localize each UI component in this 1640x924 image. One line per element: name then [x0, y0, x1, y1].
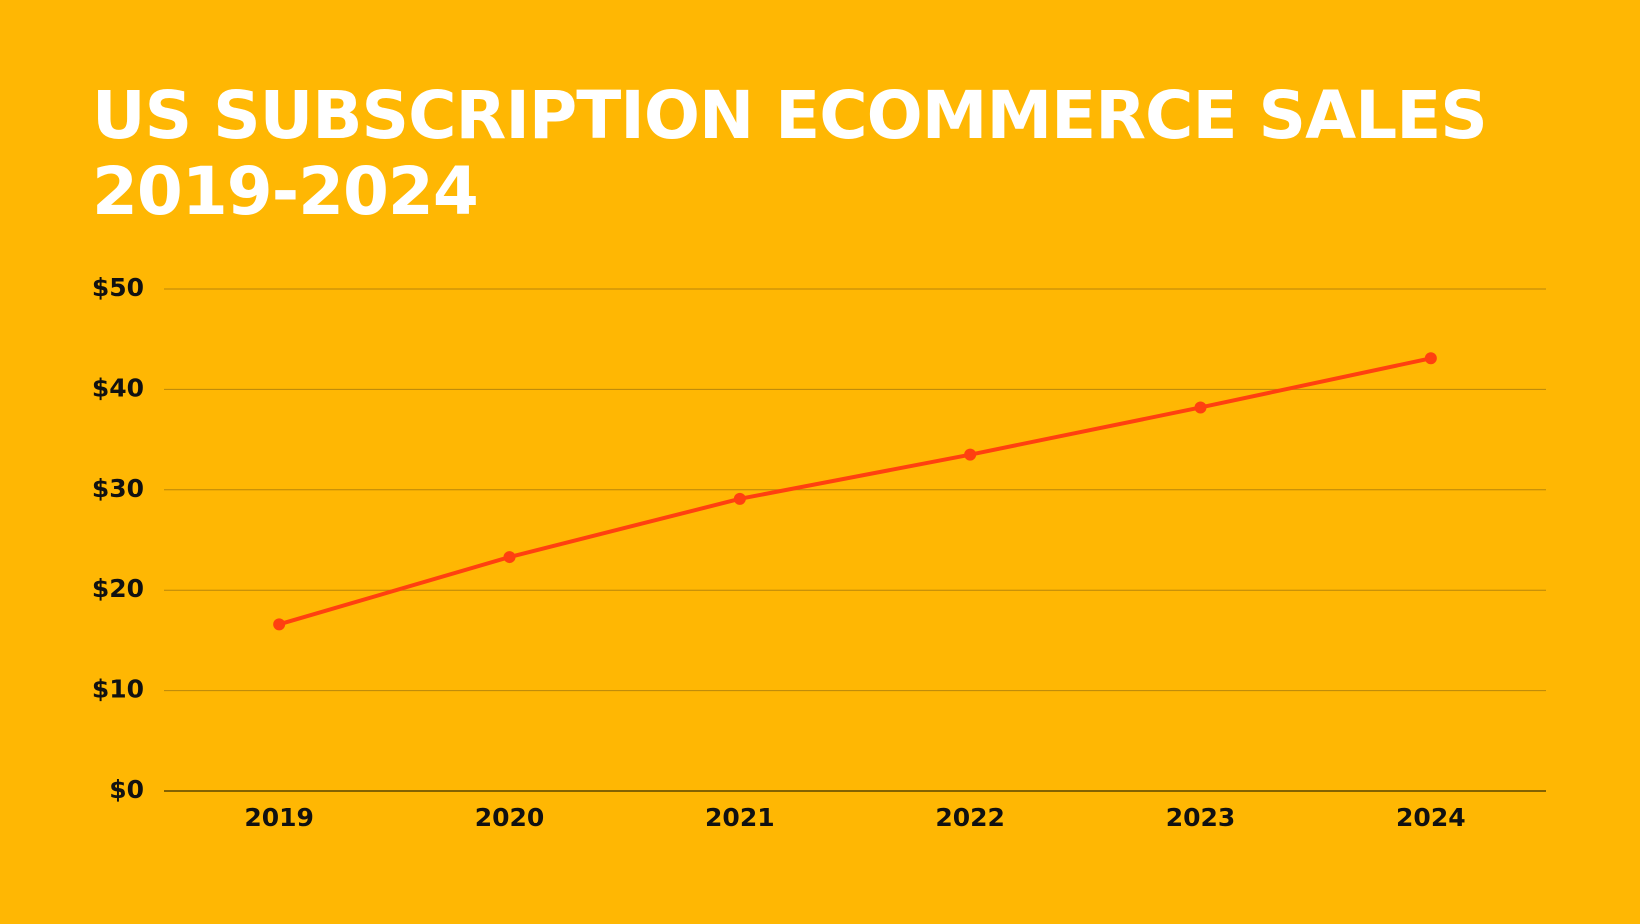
x-tick-label: 2021 — [705, 803, 775, 832]
chart-title: US SUBSCRIPTION ECOMMERCE SALES 2019-202… — [92, 77, 1488, 230]
x-tick-label: 2022 — [935, 803, 1005, 832]
series-line — [278, 356, 1432, 627]
data-point — [733, 492, 746, 505]
x-tick-label: 2020 — [475, 803, 545, 832]
y-tick-label: $10 — [92, 675, 144, 704]
y-tick-label: $0 — [109, 775, 144, 804]
y-tick-label: $50 — [92, 273, 144, 302]
data-point — [1424, 352, 1437, 365]
y-tick-label: $20 — [92, 574, 144, 603]
y-tick-label: $40 — [92, 373, 144, 402]
x-tick-label: 2019 — [244, 803, 314, 832]
data-point — [1194, 401, 1207, 414]
data-point — [964, 448, 977, 461]
x-tick-label: 2024 — [1396, 803, 1466, 832]
data-point — [503, 551, 516, 564]
data-point — [273, 618, 286, 631]
y-tick-label: $30 — [92, 474, 144, 503]
x-tick-label: 2023 — [1166, 803, 1236, 832]
